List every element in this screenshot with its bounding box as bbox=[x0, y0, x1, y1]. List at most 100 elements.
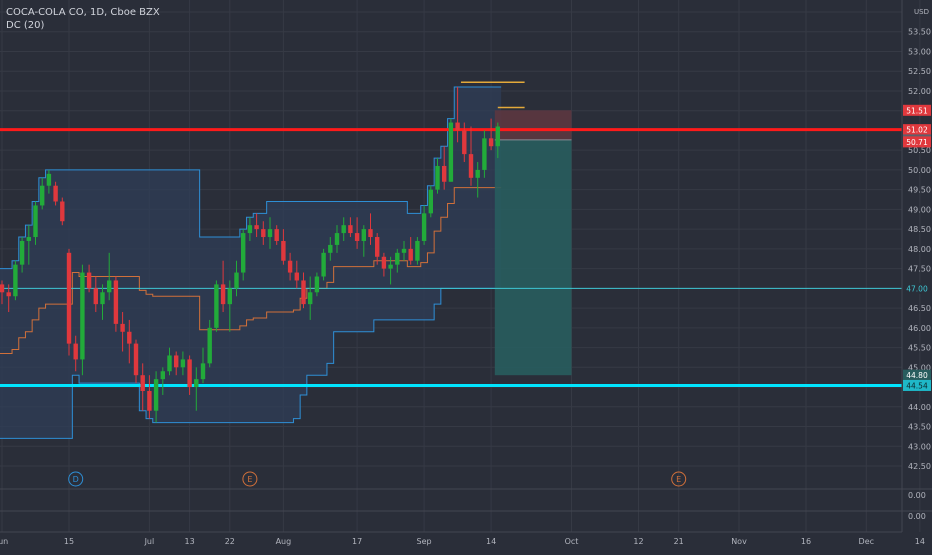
price-tick-label: 45.00 bbox=[908, 363, 931, 372]
candle-body bbox=[107, 280, 112, 293]
badge-target: 44.80 bbox=[906, 371, 928, 380]
candle-body bbox=[381, 256, 387, 269]
candle-body bbox=[442, 165, 447, 182]
time-tick-label: 21 bbox=[674, 537, 684, 546]
time-tick-label: 12 bbox=[633, 537, 643, 546]
candle-body bbox=[140, 375, 145, 391]
candle-body bbox=[241, 233, 246, 273]
badge-cyan-level: 44.54 bbox=[906, 381, 928, 390]
candle-body bbox=[13, 264, 18, 297]
candle-body bbox=[167, 355, 172, 372]
candlestick-series bbox=[0, 87, 500, 423]
badge-second: 50.71 bbox=[906, 138, 928, 147]
symbol-title[interactable]: COCA-COLA CO, 1D, Cboe BZX bbox=[6, 7, 160, 18]
price-tick-label: 46.00 bbox=[908, 324, 931, 333]
candle-body bbox=[200, 363, 206, 380]
candle-body bbox=[395, 252, 400, 265]
candle-body bbox=[180, 359, 186, 368]
candle-body bbox=[26, 237, 31, 241]
candle-body bbox=[415, 240, 420, 261]
donchian-channel bbox=[0, 86, 502, 439]
candle-body bbox=[301, 280, 306, 305]
candle-body bbox=[46, 173, 52, 186]
time-tick-label: Dec bbox=[859, 537, 874, 546]
price-tick-label: 45.50 bbox=[908, 344, 931, 353]
price-tick-label: 48.00 bbox=[908, 245, 931, 254]
time-tick-label: Aug bbox=[276, 537, 292, 546]
candle-body bbox=[220, 284, 226, 305]
candle-body bbox=[194, 379, 199, 388]
candle-body bbox=[80, 272, 85, 360]
candle-body bbox=[334, 233, 340, 245]
candle-body bbox=[227, 288, 232, 305]
price-axis[interactable]: USD53.5053.0052.5052.0051.5051.0050.5050… bbox=[901, 0, 931, 532]
candle-body bbox=[174, 355, 179, 368]
candle-body bbox=[328, 244, 333, 253]
event-marker-label: D bbox=[73, 475, 79, 484]
candle-body bbox=[455, 122, 460, 131]
price-tick-label: 43.00 bbox=[908, 442, 931, 451]
candle-body bbox=[60, 201, 65, 222]
orange-marks[interactable] bbox=[460, 81, 525, 109]
candle-body bbox=[261, 229, 266, 238]
price-tick-label: 53.50 bbox=[908, 28, 931, 37]
candle-body bbox=[113, 280, 119, 324]
candle-body bbox=[287, 260, 293, 273]
candle-body bbox=[294, 272, 299, 281]
candle-body bbox=[53, 185, 58, 202]
stop-loss-zone bbox=[494, 110, 572, 140]
price-tick-label: 47.50 bbox=[908, 265, 931, 274]
channel-lower-line bbox=[0, 287, 502, 439]
badge-red-level: 51.02 bbox=[906, 126, 928, 135]
time-tick-label: 14 bbox=[915, 537, 925, 546]
candle-body bbox=[274, 229, 279, 241]
currency-label: USD bbox=[914, 8, 929, 16]
event-marker-label: E bbox=[247, 475, 252, 484]
candle-body bbox=[247, 225, 253, 234]
candle-body bbox=[40, 185, 45, 206]
badge-cyan-level-bg bbox=[903, 379, 931, 391]
candle-body bbox=[354, 233, 360, 241]
position-zones bbox=[494, 110, 572, 376]
candle-body bbox=[133, 343, 139, 376]
candle-body bbox=[462, 130, 467, 155]
candle-body bbox=[153, 379, 159, 411]
price-tick-label: 52.00 bbox=[908, 87, 931, 96]
time-tick-label: Sep bbox=[417, 537, 432, 546]
indicator-label[interactable]: DC (20) bbox=[6, 20, 45, 31]
candle-body bbox=[368, 229, 373, 238]
candle-body bbox=[428, 189, 433, 214]
candle-body bbox=[187, 359, 192, 388]
candle-body bbox=[488, 138, 494, 147]
event-marker-circle bbox=[68, 471, 84, 487]
price-tick-label: 44.00 bbox=[908, 403, 931, 412]
candle-body bbox=[234, 272, 239, 289]
price-tick-label: 50.00 bbox=[908, 166, 931, 175]
candle-body bbox=[435, 165, 440, 190]
time-tick-label: 15 bbox=[64, 537, 74, 546]
candle-body bbox=[66, 252, 72, 344]
time-axis[interactable]: Jun 15 Jul 13 22 Aug 17 Sep 14 Oct 12 21 Nov 16 Dec 14 bbox=[0, 537, 925, 546]
candle-body bbox=[475, 169, 480, 178]
take-profit-zone bbox=[494, 139, 572, 376]
candle-body bbox=[267, 229, 273, 238]
candle-body bbox=[314, 276, 320, 293]
candle-body bbox=[86, 272, 92, 289]
badge-second-bg bbox=[903, 136, 931, 148]
badge-47-bg bbox=[903, 282, 931, 294]
time-tick-label: 14 bbox=[486, 537, 496, 546]
price-tick-label: 46.50 bbox=[908, 304, 931, 313]
badge-red-level-bg bbox=[903, 124, 931, 136]
badge-stop-bg bbox=[903, 104, 931, 116]
price-tick-label: 53.00 bbox=[908, 47, 931, 56]
badge-stop: 51.51 bbox=[906, 106, 928, 115]
chart-legend: COCA-COLA CO, 1D, Cboe BZX DC (20) bbox=[6, 6, 160, 32]
lower-pane-tick: 0.00 bbox=[908, 512, 926, 521]
candle-body bbox=[388, 264, 393, 269]
price-tick-label: 50.50 bbox=[908, 146, 931, 155]
candle-body bbox=[254, 225, 259, 230]
